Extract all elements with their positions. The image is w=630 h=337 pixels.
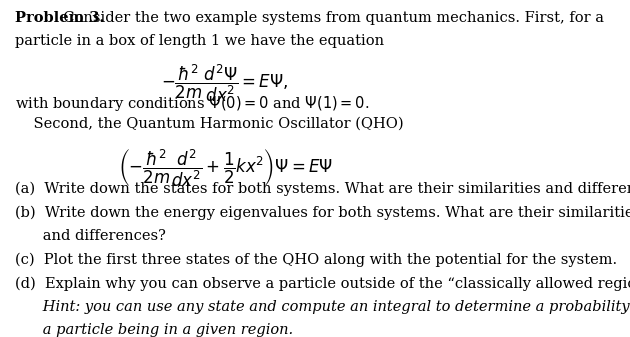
Text: Hint: you can use any state and compute an integral to determine a probability o: Hint: you can use any state and compute …	[15, 300, 630, 314]
Text: $\left(-\dfrac{\hbar^2}{2m}\dfrac{d^2}{dx^2} + \dfrac{1}{2}kx^2\right)\Psi = E\P: $\left(-\dfrac{\hbar^2}{2m}\dfrac{d^2}{d…	[118, 148, 333, 189]
Text: with boundary conditions $\Psi(0) = 0$ and $\Psi(1) = 0$.: with boundary conditions $\Psi(0) = 0$ a…	[15, 93, 369, 113]
Text: (b)  Write down the energy eigenvalues for both systems. What are their similari: (b) Write down the energy eigenvalues fo…	[15, 205, 630, 220]
Text: (c)  Plot the first three states of the QHO along with the potential for the sys: (c) Plot the first three states of the Q…	[15, 252, 617, 267]
Text: Consider the two example systems from quantum mechanics. First, for a: Consider the two example systems from qu…	[54, 11, 604, 25]
Text: (d)  Explain why you can observe a particle outside of the “classically allowed : (d) Explain why you can observe a partic…	[15, 276, 630, 290]
Text: a particle being in a given region.: a particle being in a given region.	[15, 324, 293, 337]
Text: Second, the Quantum Harmonic Oscillator (QHO): Second, the Quantum Harmonic Oscillator …	[15, 117, 403, 131]
Text: Problem 3.: Problem 3.	[15, 11, 104, 25]
Text: $-\dfrac{\hbar^2}{2m}\dfrac{d^2\Psi}{dx^2} = E\Psi,$: $-\dfrac{\hbar^2}{2m}\dfrac{d^2\Psi}{dx^…	[161, 63, 289, 104]
Text: (a)  Write down the states for both systems. What are their similarities and dif: (a) Write down the states for both syste…	[15, 182, 630, 196]
Text: and differences?: and differences?	[15, 229, 166, 243]
Text: particle in a box of length 1 we have the equation: particle in a box of length 1 we have th…	[15, 34, 384, 49]
